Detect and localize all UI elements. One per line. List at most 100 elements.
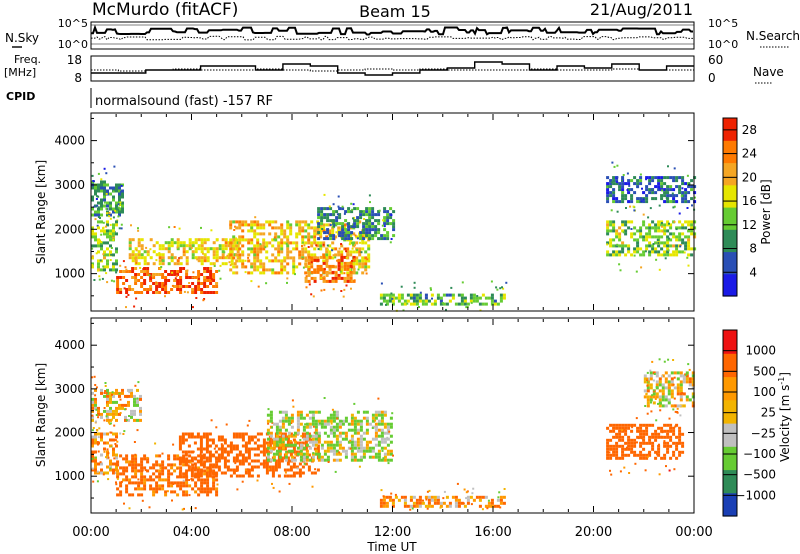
power-cell — [606, 241, 610, 245]
velocity-cell — [296, 467, 299, 470]
power-cell — [304, 250, 308, 254]
velocity-cell — [115, 388, 118, 392]
power-cell — [200, 244, 204, 248]
power-cell — [648, 229, 652, 233]
power-cell — [613, 165, 616, 168]
power-cell — [666, 247, 670, 251]
power-cell — [203, 247, 207, 251]
velocity-cell — [615, 453, 619, 457]
power-cell — [186, 291, 189, 294]
power-cell — [146, 262, 150, 266]
power-cell — [675, 235, 679, 239]
power-cell — [253, 262, 257, 266]
power-cell — [223, 251, 226, 254]
power-cell — [143, 273, 147, 276]
velocity-cell — [130, 415, 133, 419]
power-cell — [320, 219, 324, 223]
power-cell — [633, 250, 637, 254]
power-cell — [103, 180, 106, 184]
power-cell — [391, 299, 395, 303]
power-cell — [200, 241, 204, 245]
power-cell — [322, 243, 325, 246]
velocity-cell — [332, 419, 336, 423]
velocity-cell — [149, 466, 153, 470]
power-cell — [115, 186, 118, 190]
velocity-cell — [109, 459, 112, 463]
power-cell — [409, 296, 413, 300]
power-cell — [606, 220, 610, 224]
velocity-cell — [292, 447, 296, 451]
power-cell — [167, 262, 171, 266]
power-cell — [392, 219, 396, 223]
velocity-cell — [292, 438, 296, 442]
velocity-cell — [645, 432, 649, 436]
velocity-cell — [371, 446, 375, 450]
velocity-cell — [380, 422, 384, 426]
velocity-cell — [335, 458, 339, 462]
velocity-cell — [181, 508, 184, 511]
velocity-cell — [670, 404, 674, 408]
power-cell — [368, 237, 372, 241]
power-cell — [106, 253, 109, 257]
power-cell — [298, 250, 302, 254]
velocity-cell — [274, 468, 278, 472]
power-cell — [325, 270, 329, 274]
power-cell — [120, 223, 123, 226]
power-cell — [106, 235, 109, 239]
velocity-cell — [97, 409, 100, 413]
power-cell — [235, 237, 237, 240]
velocity-cell — [672, 408, 675, 411]
power-cell — [91, 229, 94, 233]
velocity-cell — [371, 449, 375, 453]
power-cell — [161, 288, 165, 291]
power-cell — [621, 200, 625, 204]
power-cell — [135, 290, 138, 293]
power-cell — [687, 223, 691, 227]
velocity-cell — [170, 466, 174, 470]
power-cell — [206, 279, 210, 282]
velocity-cell — [655, 419, 658, 422]
power-cell — [230, 262, 234, 266]
velocity-cell — [146, 456, 149, 459]
velocity-cell — [208, 453, 212, 457]
power-cell — [182, 244, 186, 248]
velocity-cell — [424, 495, 428, 499]
power-cell — [274, 232, 278, 236]
power-cell — [206, 259, 210, 263]
power-cell — [362, 210, 366, 214]
power-cell — [200, 247, 204, 251]
velocity-cell — [499, 501, 503, 505]
velocity-cell — [106, 453, 109, 457]
velocity-cell — [140, 487, 144, 491]
power-cell — [209, 273, 213, 276]
noise-tick-right-low: 10^0 — [708, 38, 738, 51]
power-cell — [211, 278, 213, 281]
velocity-cell — [193, 456, 197, 460]
velocity-cell — [290, 413, 294, 417]
power-cell — [412, 302, 416, 306]
power-cell — [351, 247, 354, 250]
power-cell — [660, 176, 664, 180]
power-cell — [274, 226, 278, 230]
velocity-cell — [658, 380, 662, 384]
power-cell — [630, 197, 634, 201]
power-cell — [615, 232, 619, 236]
power-cell — [292, 247, 296, 251]
velocity-cell — [478, 498, 482, 502]
power-cell — [97, 265, 100, 269]
time-tick-label: 08:00 — [273, 525, 310, 540]
power-cell — [358, 259, 362, 263]
velocity-cell — [229, 444, 233, 448]
freq-label-line1: Freq. — [14, 53, 41, 66]
power-cell — [397, 296, 401, 300]
power-cell — [371, 207, 375, 211]
velocity-cell — [691, 395, 695, 399]
power-cell — [229, 253, 233, 257]
power-cell — [271, 268, 275, 272]
velocity-cell — [94, 406, 97, 410]
power-cell — [326, 219, 330, 223]
power-cell — [334, 256, 337, 259]
power-cell — [280, 241, 284, 245]
velocity-cell — [112, 400, 115, 404]
